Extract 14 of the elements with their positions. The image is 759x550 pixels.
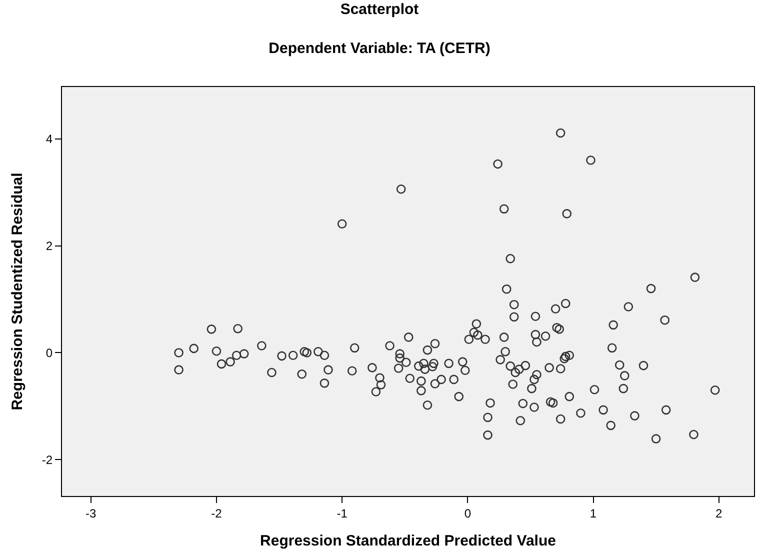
x-axis-title: Regression Standardized Predicted Value	[260, 532, 556, 550]
x-tick-label: -1	[336, 506, 348, 520]
x-tick-label: -3	[86, 506, 97, 520]
y-tick-label: 0	[46, 346, 53, 360]
x-tick-label: 0	[464, 506, 472, 520]
y-axis-title: Regression Studentized Residual	[9, 172, 26, 410]
y-tick-label: 2	[46, 238, 53, 253]
y-tick-label: -2	[42, 452, 53, 467]
chart-subtitle: Dependent Variable: TA (CETR)	[268, 40, 490, 57]
x-tick-label: 1	[590, 506, 597, 520]
x-tick-label: 2	[715, 506, 722, 520]
chart-title: Scatterplot	[340, 0, 419, 18]
x-tick-label: -2	[211, 506, 222, 520]
y-tick-label: 4	[46, 132, 53, 146]
